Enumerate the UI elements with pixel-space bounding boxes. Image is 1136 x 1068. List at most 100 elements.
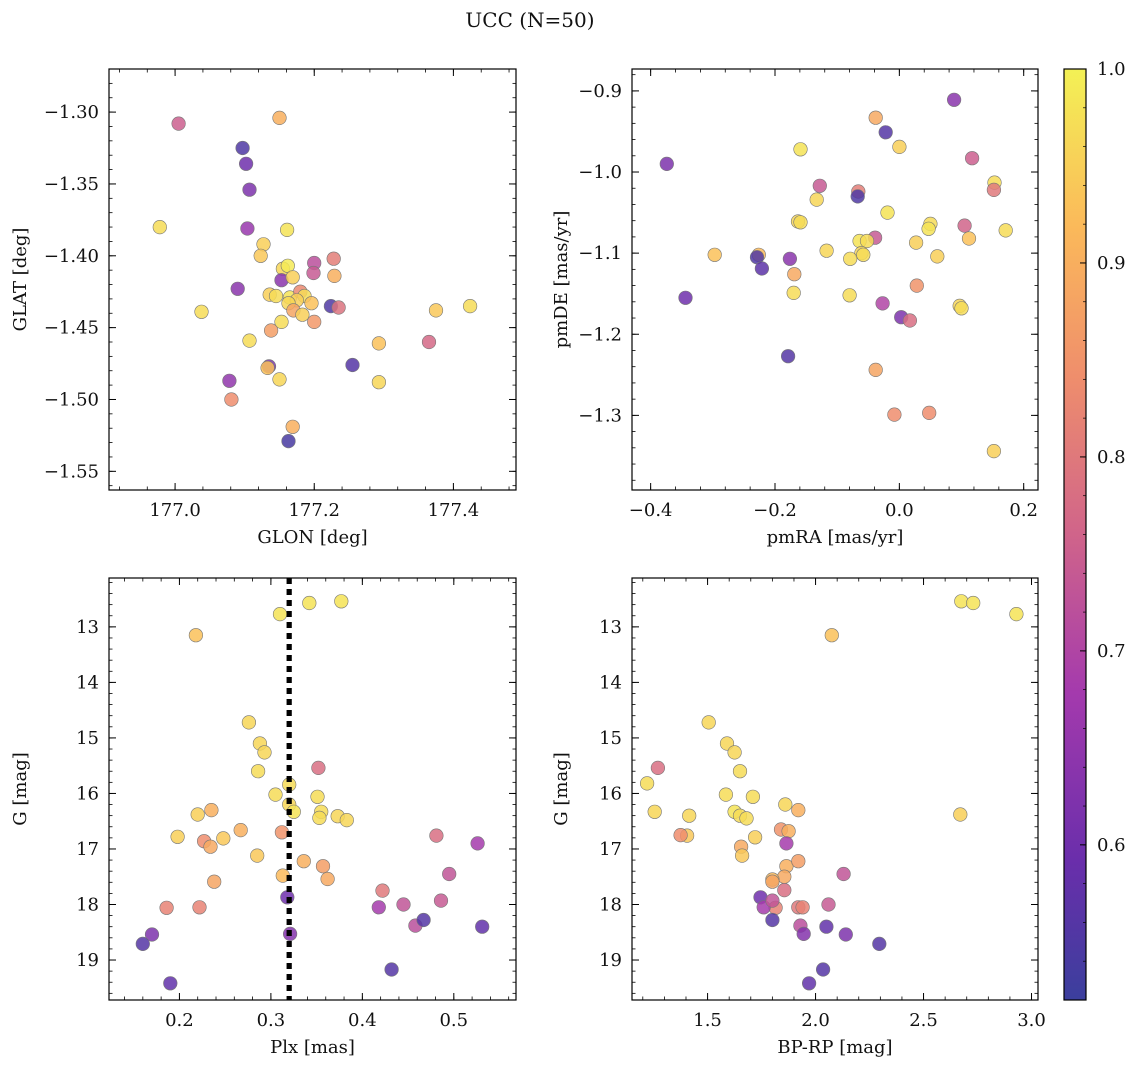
data-point (824, 628, 839, 643)
colorbar-tick-label: 0.9 (1097, 253, 1126, 274)
y-tick-label: 18 (76, 894, 99, 915)
data-point (194, 304, 209, 319)
data-point (946, 92, 962, 107)
data-point (779, 836, 794, 851)
y-tick-label: −1.40 (44, 246, 99, 267)
data-point (326, 251, 341, 266)
y-tick-label: −0.9 (578, 81, 622, 102)
data-point (707, 247, 722, 262)
y-axis-label: G [mag] (551, 752, 572, 825)
y-tick-label: 14 (599, 672, 622, 693)
data-point (306, 265, 321, 281)
data-point (371, 900, 386, 915)
data-point (274, 314, 289, 330)
data-point (171, 116, 186, 131)
data-point (842, 288, 857, 303)
data-point (274, 825, 290, 840)
data-point (224, 392, 239, 407)
y-axis-label: pmDE [mas/yr] (551, 211, 572, 349)
data-point (207, 874, 222, 889)
y-tick-label: 13 (599, 617, 622, 638)
data-point (272, 606, 288, 622)
data-point (892, 139, 907, 154)
data-point (966, 595, 981, 611)
data-point (421, 334, 437, 350)
y-tick-label: −1.2 (578, 324, 622, 345)
data-point (875, 296, 890, 311)
x-tick-label: 3.0 (1017, 1010, 1046, 1031)
scatter-panel-3: 0.2 0.3 0.4 0.5 13 14 15 16 17 18 19 Plx [mas] G [ma… (10, 577, 517, 1058)
y-axis-label: GLAT [deg] (10, 228, 31, 332)
data-point (307, 314, 322, 330)
data-point (233, 822, 248, 838)
points (639, 594, 1024, 991)
data-point (190, 807, 205, 822)
data-point (170, 829, 185, 844)
y-tick-label: 19 (76, 950, 99, 971)
data-point (371, 336, 387, 351)
data-point (1009, 606, 1024, 622)
data-point (795, 900, 810, 915)
points (152, 110, 478, 449)
data-point (930, 249, 945, 264)
figure-title: UCC (N=50) (465, 8, 594, 32)
data-point (384, 962, 399, 977)
data-point (778, 797, 793, 812)
data-point (345, 357, 360, 373)
colorbar-tick-label: 0.7 (1097, 641, 1126, 662)
data-point (812, 178, 827, 193)
data-point (188, 628, 203, 643)
axes-frame (631, 68, 1039, 491)
data-point (327, 268, 342, 284)
data-point (257, 745, 272, 760)
y-tick-label: −1.3 (578, 405, 622, 426)
data-point (163, 976, 178, 991)
data-point (144, 927, 160, 942)
data-point (809, 192, 824, 207)
data-point (765, 893, 780, 908)
data-point (954, 301, 969, 316)
data-point (734, 848, 750, 863)
y-tick-label: 17 (599, 839, 622, 860)
x-tick-label: 0.3 (257, 1010, 286, 1031)
scatter-panel-1: 177.0 177.2 177.4 −1.30 −1.35 −1.40 −1.45 −1.50… (10, 68, 517, 548)
data-point (793, 142, 808, 157)
data-point (727, 745, 742, 760)
y-tick-label: 17 (76, 839, 99, 860)
data-point (268, 787, 283, 802)
colorbar-tick-label: 0.6 (1097, 835, 1126, 856)
data-point (747, 830, 763, 845)
data-point (908, 235, 924, 250)
colorbar-tick-label: 1.0 (1097, 59, 1126, 80)
data-point (801, 976, 817, 991)
x-axis-label: Plx [mas] (270, 1037, 355, 1058)
data-point (416, 912, 431, 928)
data-point (732, 764, 748, 779)
data-point (986, 182, 1002, 197)
data-point (777, 869, 792, 884)
data-point (872, 936, 887, 952)
data-point (787, 267, 802, 282)
data-point (251, 764, 266, 779)
data-point (280, 222, 295, 237)
y-tick-label: 18 (599, 894, 622, 915)
x-tick-label: −0.4 (629, 500, 673, 521)
data-point (339, 812, 354, 828)
data-point (819, 919, 834, 934)
data-point (786, 285, 801, 301)
data-point (821, 897, 836, 912)
data-point (428, 303, 444, 318)
x-tick-label: 2.0 (801, 1010, 830, 1031)
data-point (838, 927, 853, 942)
data-point (240, 221, 255, 236)
y-tick-label: 15 (599, 728, 622, 749)
scatter-panel-4: 1.5 2.0 2.5 3.0 13 14 15 16 17 18 19 BP-RP [mag] G [… (551, 577, 1046, 1058)
data-point (754, 261, 770, 276)
data-point (819, 243, 834, 258)
data-point (272, 372, 287, 387)
data-point (954, 594, 969, 609)
y-tick-label: 16 (599, 783, 622, 804)
data-point (159, 900, 174, 915)
data-point (442, 866, 457, 882)
